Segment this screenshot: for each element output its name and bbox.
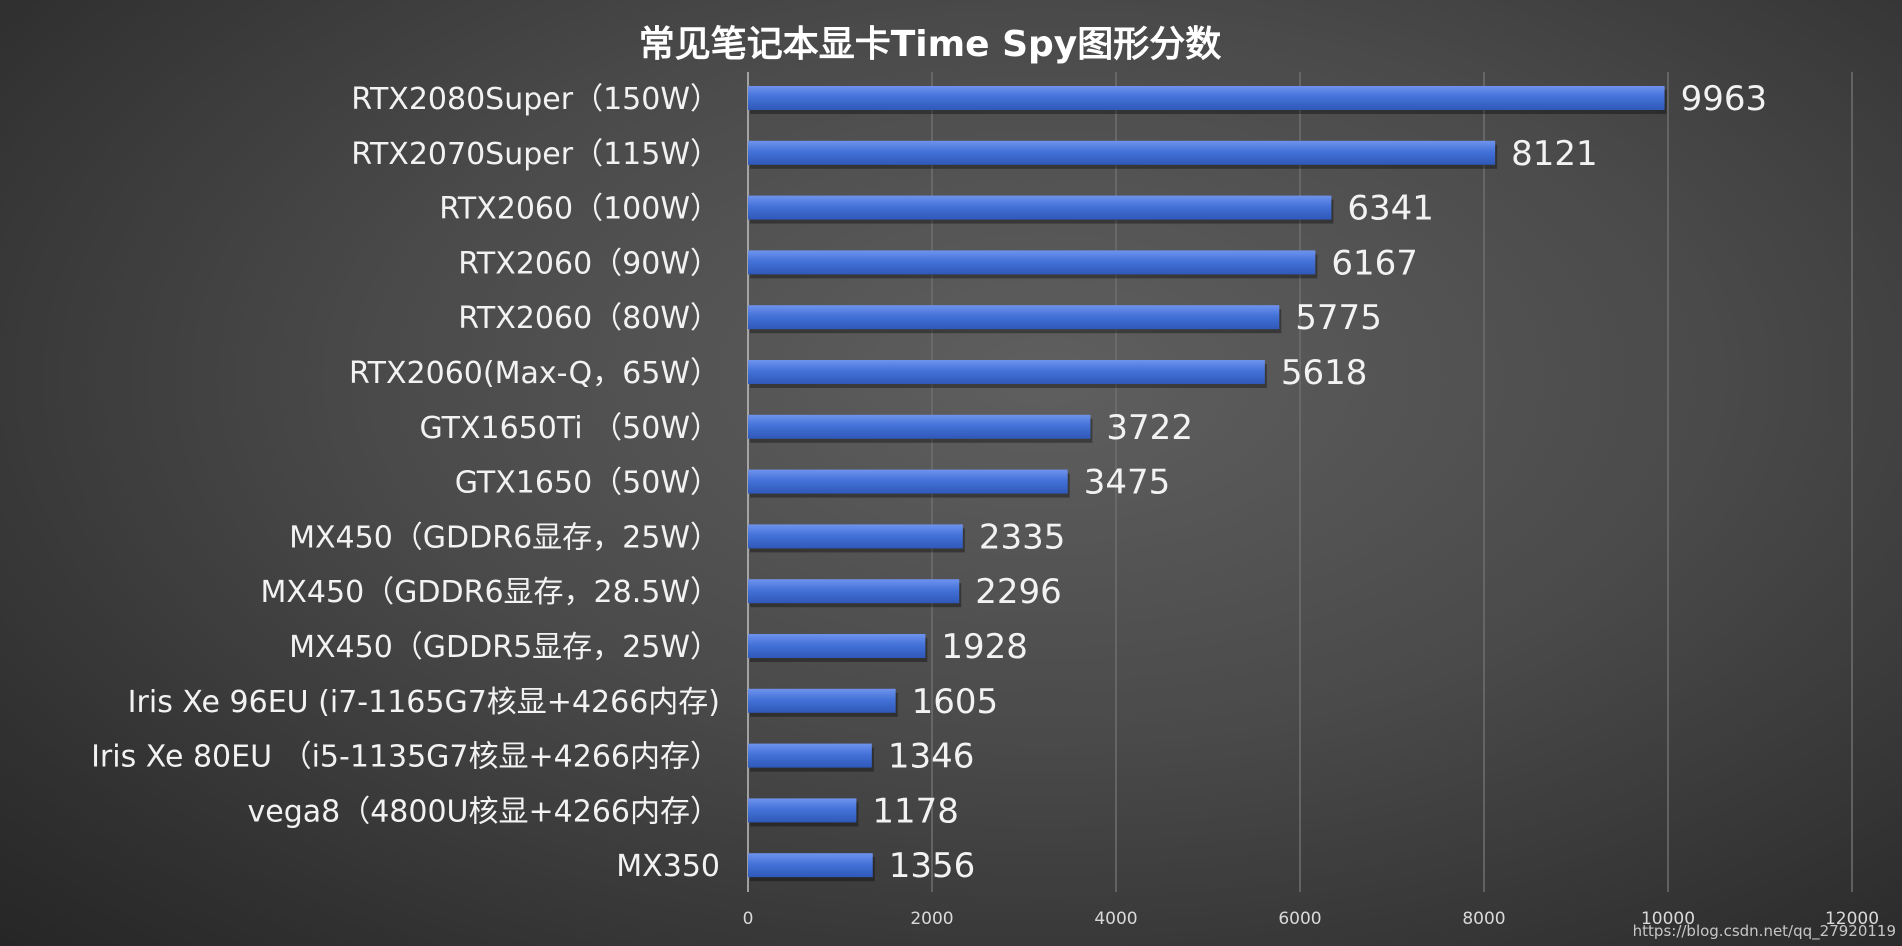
bar	[748, 250, 1316, 275]
category-label: RTX2060（100W）	[439, 192, 720, 227]
x-tick-label: 10000	[1641, 909, 1695, 929]
value-label: 5775	[1295, 298, 1382, 338]
value-label: 2335	[979, 517, 1066, 557]
bar	[748, 360, 1265, 384]
bar	[748, 634, 926, 658]
value-label: 6341	[1347, 189, 1434, 229]
category-labels: RTX2080Super（150W） RTX2070Super（115W） RTX2…	[91, 82, 720, 884]
category-label: Iris Xe 96EU (i7-1165G7核显+4266内存)	[128, 685, 720, 720]
bar	[748, 414, 1091, 439]
category-label: vega8（4800U核显+4266内存）	[247, 794, 720, 829]
x-tick-label: 8000	[1462, 909, 1505, 929]
x-axis-ticks: 0 2000 4000 6000 8000 10000 12000	[743, 909, 1879, 929]
category-label: RTX2060(Max-Q，65W）	[349, 356, 720, 391]
value-label: 3722	[1106, 408, 1193, 448]
value-label: 5618	[1281, 353, 1368, 393]
x-tick-label: 4000	[1094, 909, 1137, 929]
value-label: 9963	[1681, 79, 1768, 119]
category-label: RTX2080Super（150W）	[351, 82, 720, 117]
bar	[748, 469, 1068, 494]
category-label: RTX2070Super（115W）	[351, 137, 720, 172]
value-label: 2296	[975, 572, 1062, 612]
category-label: MX450（GDDR5显存，25W）	[289, 630, 720, 665]
category-label: MX450（GDDR6显存，28.5W）	[260, 575, 720, 610]
chart-title: 常见笔记本显卡Time Spy图形分数	[639, 24, 1222, 65]
bar	[748, 853, 873, 878]
value-label: 8121	[1511, 134, 1598, 174]
value-label: 1356	[889, 846, 976, 886]
value-label: 1178	[872, 791, 959, 831]
bar	[748, 140, 1496, 165]
bar	[748, 579, 960, 604]
category-label: RTX2060（80W）	[458, 301, 720, 336]
category-label: MX450（GDDR6显存，25W）	[289, 520, 720, 555]
bar	[748, 195, 1332, 220]
x-tick-label: 2000	[910, 909, 953, 929]
x-tick-label: 0	[743, 909, 754, 929]
category-label: RTX2060（90W）	[458, 246, 720, 281]
bar	[748, 524, 963, 549]
bars	[748, 86, 1667, 882]
x-tick-label: 6000	[1278, 909, 1321, 929]
value-labels: 9963 8121 6341 6167 5775 5618 3722 3475 2335 2296…	[872, 79, 1767, 886]
value-label: 3475	[1084, 463, 1171, 503]
watermark-text: https://blog.csdn.net/qq_27920119	[1632, 922, 1896, 940]
bar	[748, 305, 1280, 330]
bar	[748, 798, 857, 823]
value-label: 1605	[912, 682, 999, 722]
category-label: MX350	[616, 849, 720, 884]
category-label: GTX1650（50W）	[455, 466, 720, 501]
value-label: 6167	[1331, 243, 1418, 283]
bar	[748, 86, 1665, 110]
value-label: 1928	[941, 627, 1028, 667]
bar	[748, 688, 896, 713]
bar	[748, 743, 872, 768]
x-tick-label: 12000	[1825, 909, 1879, 929]
category-label: Iris Xe 80EU （i5-1135G7核显+4266内存）	[91, 740, 720, 775]
value-label: 1346	[888, 737, 975, 777]
category-label: GTX1650Ti （50W）	[419, 411, 720, 446]
